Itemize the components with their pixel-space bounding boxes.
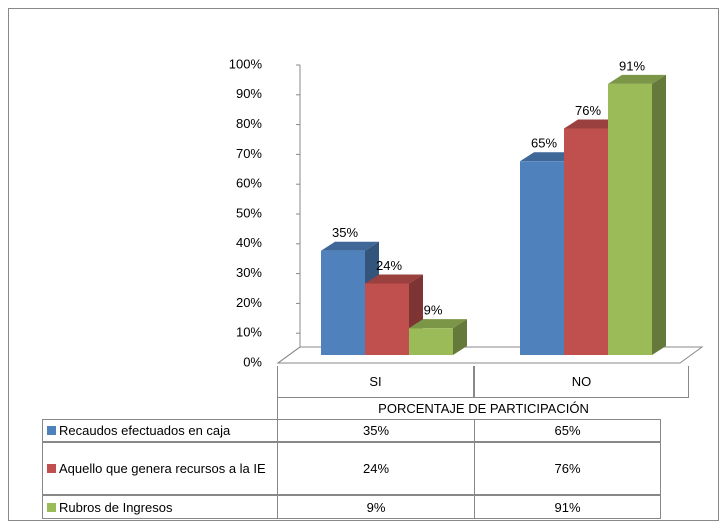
data-label: 76% [575, 103, 601, 118]
table-cell: 35% [277, 419, 475, 442]
bar-top [520, 152, 578, 162]
legend-label: Rubros de Ingresos [59, 499, 173, 515]
floor [276, 346, 704, 364]
legend-entry: Aquello que genera recursos a la IE [42, 442, 278, 495]
legend-entry: Recaudos efectuados en caja [42, 419, 278, 442]
table-cell: 9% [277, 495, 475, 519]
legend-key [47, 464, 56, 473]
data-label: 35% [332, 225, 358, 240]
y-tick-label: 30% [236, 265, 262, 280]
y-tick-label: 0% [243, 354, 262, 369]
bar [520, 161, 564, 355]
data-label: 91% [619, 58, 645, 73]
bar [608, 83, 652, 355]
x-tick-label: SI [277, 366, 474, 398]
legend-key [47, 426, 56, 435]
y-tick-label: 70% [236, 146, 262, 161]
y-tick-label: 50% [236, 205, 262, 220]
bar [409, 328, 453, 355]
bar-top [321, 241, 379, 251]
table-cell: 76% [474, 442, 661, 495]
y-tick-label: 100% [229, 56, 263, 71]
bar [365, 283, 409, 355]
legend-label: Recaudos efectuados en caja [59, 423, 231, 438]
bar-top [564, 119, 622, 129]
x-axis-title: PORCENTAJE DE PARTICIPACIÓN [277, 397, 689, 419]
table-cell: 24% [277, 442, 475, 495]
y-tick-label: 40% [236, 235, 262, 250]
y-tick-label: 60% [236, 176, 262, 191]
y-tick-label: 90% [236, 86, 262, 101]
bar-side [453, 319, 467, 355]
data-label: 65% [531, 136, 557, 151]
data-label: 24% [376, 258, 402, 273]
y-tick-label: 20% [236, 295, 262, 310]
bar [564, 128, 608, 355]
table-cell: 65% [474, 419, 661, 442]
table-cell: 91% [474, 495, 661, 519]
legend-entry: Rubros de Ingresos [42, 495, 278, 519]
legend-key [47, 502, 56, 512]
x-tick-label: NO [474, 366, 689, 398]
data-label: 9% [424, 303, 443, 318]
bar [321, 250, 365, 355]
legend-label: Aquello que genera recursos a la IE [59, 461, 266, 476]
bar-top [365, 274, 423, 284]
bar-top [608, 74, 666, 84]
bar-top [409, 319, 467, 329]
y-tick-label: 80% [236, 116, 262, 131]
bar-side [652, 74, 666, 355]
y-tick-label: 10% [236, 325, 262, 340]
